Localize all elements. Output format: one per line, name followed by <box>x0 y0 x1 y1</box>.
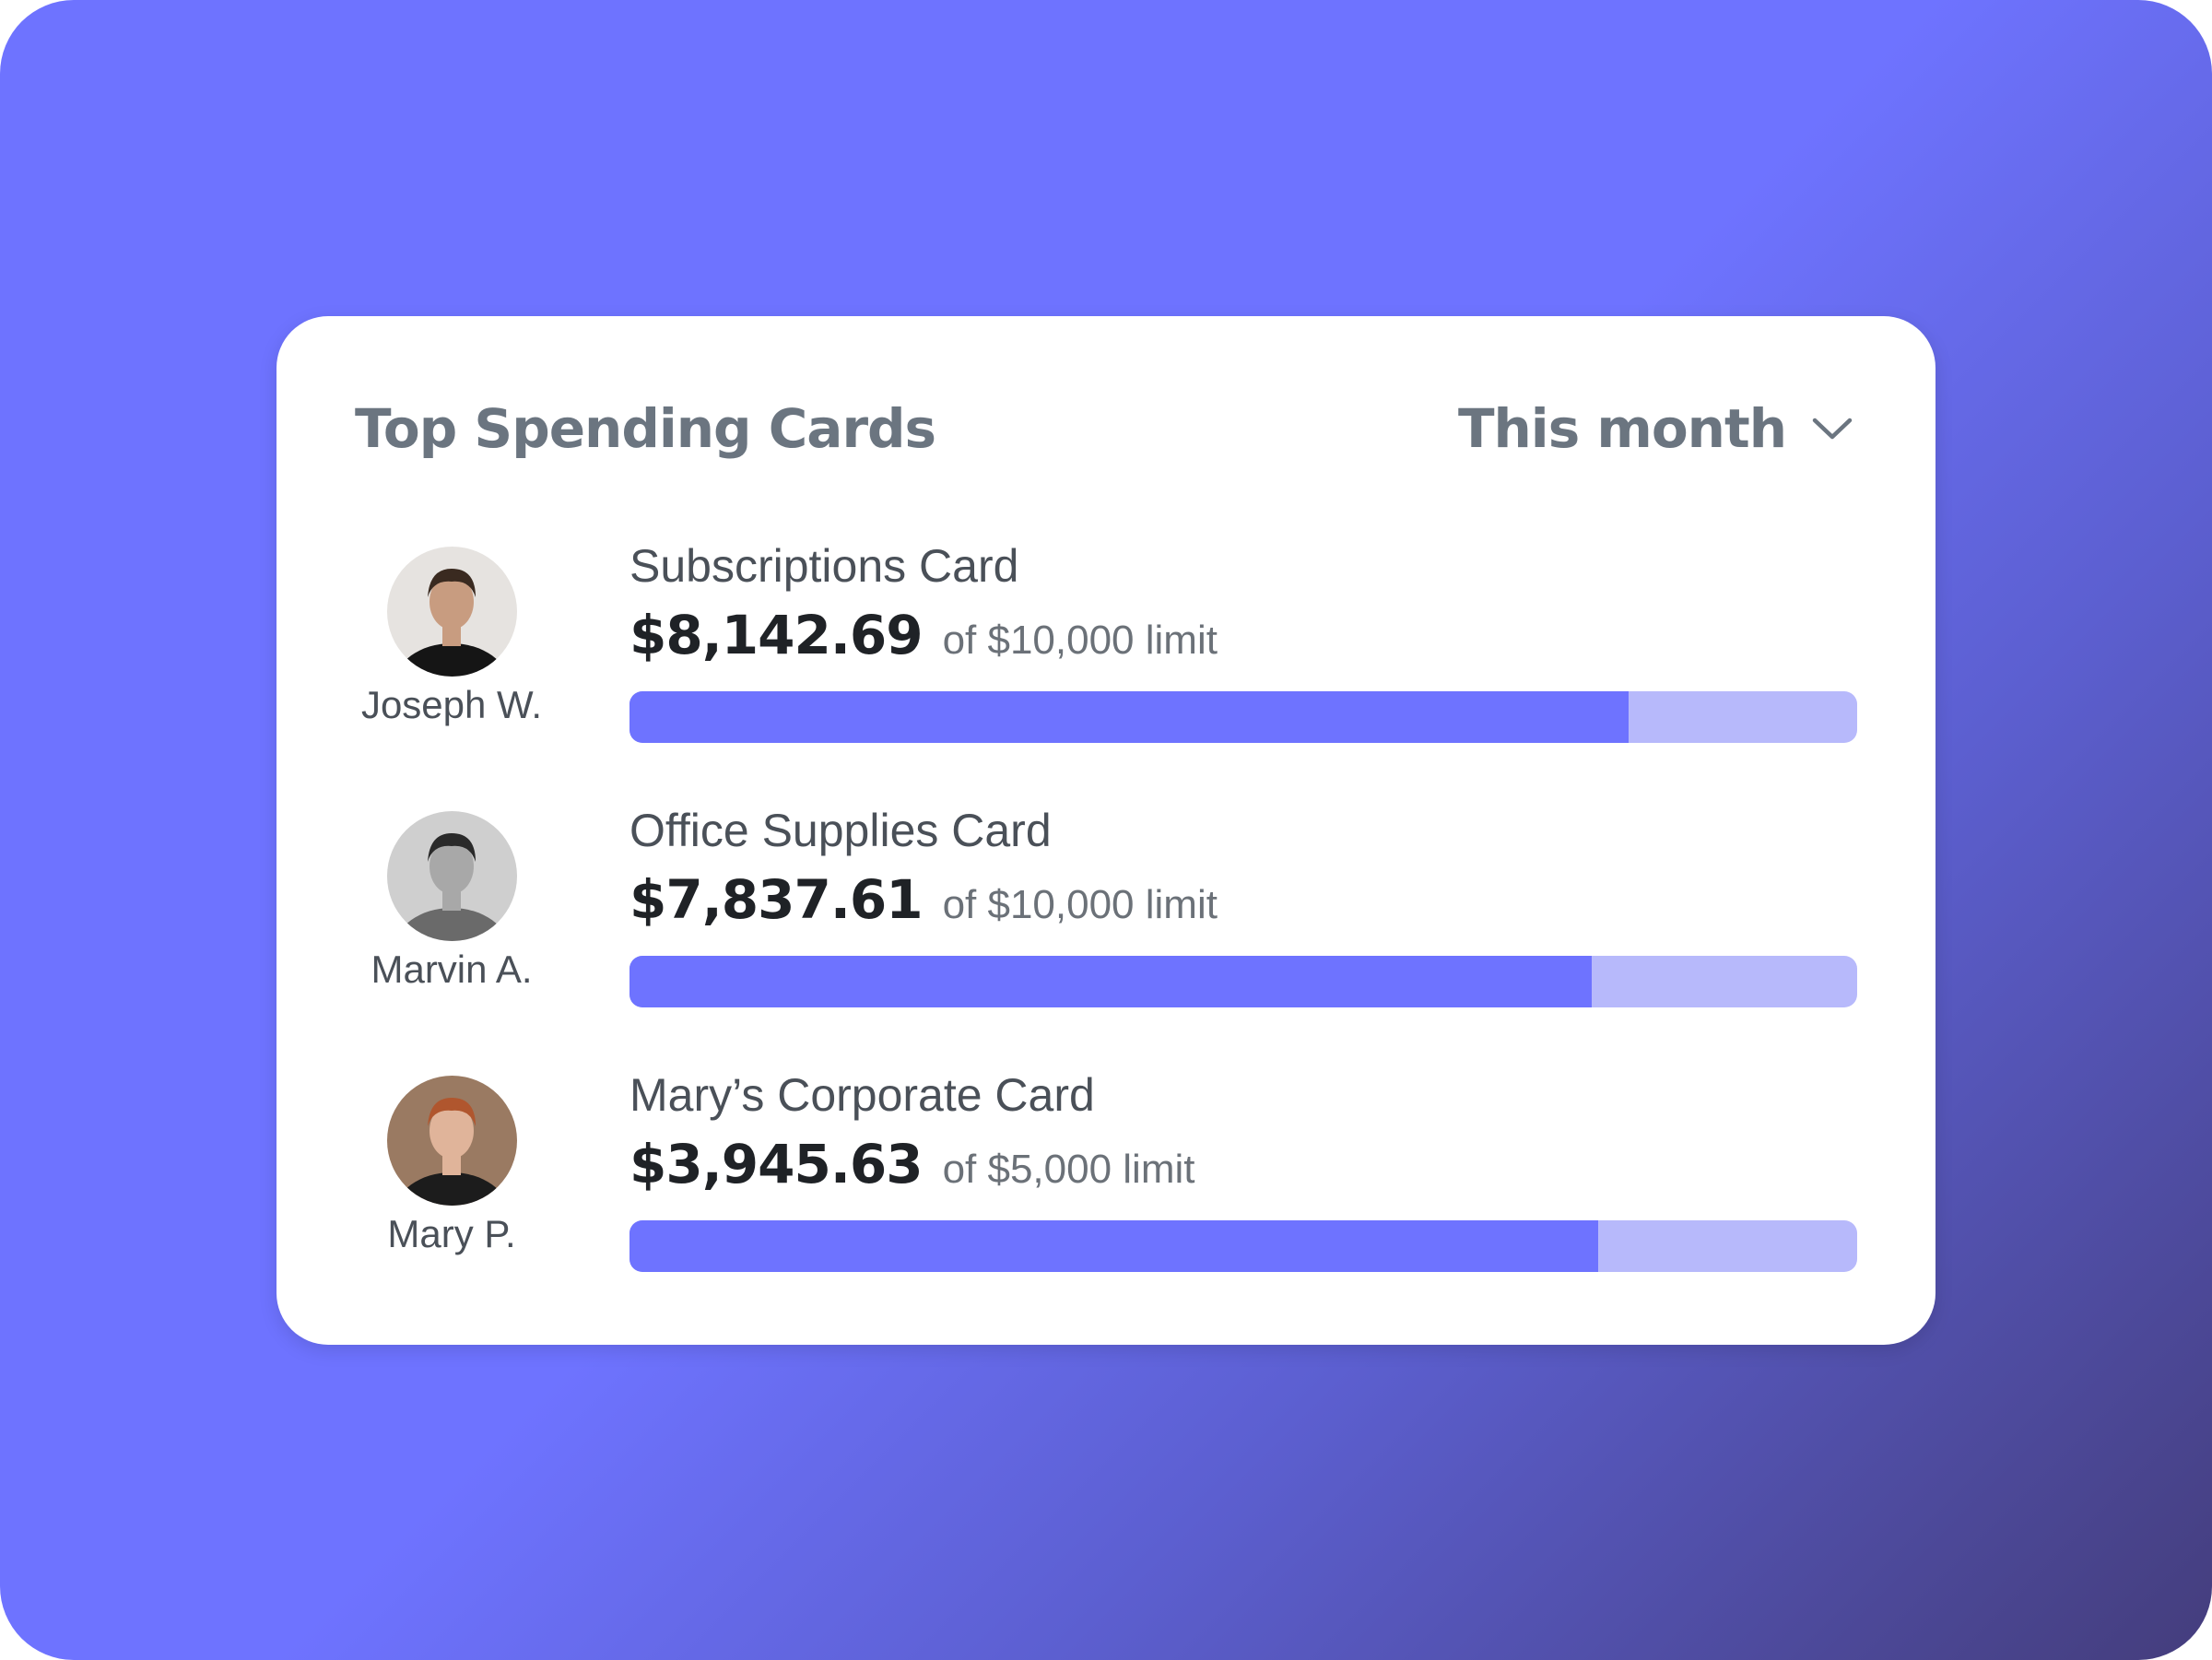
avatar <box>387 547 517 677</box>
card-limit: of $10,000 limit <box>942 618 1218 663</box>
period-label: This month <box>1457 397 1787 460</box>
spending-card-row[interactable]: Mary P. Mary’s Corporate Card $3,945.63 … <box>276 1069 1936 1297</box>
widget-title: Top Spending Cards <box>355 397 936 460</box>
spending-progress-fill <box>629 956 1593 1007</box>
spent-amount: $8,142.69 <box>629 604 924 666</box>
period-dropdown[interactable]: This month <box>1458 397 1853 460</box>
card-name[interactable]: Mary’s Corporate Card <box>629 1069 1095 1121</box>
spending-card-row[interactable]: Joseph W. Subscriptions Card $8,142.69 o… <box>276 540 1936 768</box>
spent-amount: $3,945.63 <box>629 1133 924 1195</box>
cardholder-name: Marvin A. <box>371 948 533 991</box>
spending-progress-bar <box>629 1220 1857 1272</box>
card-name[interactable]: Subscriptions Card <box>629 540 1019 592</box>
spending-progress-fill <box>629 691 1630 743</box>
card-limit: of $10,000 limit <box>942 882 1218 927</box>
avatar <box>387 811 517 941</box>
spending-progress-bar <box>629 691 1857 743</box>
spending-card-row[interactable]: Marvin A. Office Supplies Card $7,837.61… <box>276 805 1936 1032</box>
top-spending-cards-widget: Top Spending Cards This month Joseph W. … <box>276 316 1936 1345</box>
cardholder-name: Mary P. <box>387 1212 516 1255</box>
chevron-down-icon <box>1812 418 1853 440</box>
cardholder-name: Joseph W. <box>360 683 543 726</box>
spending-progress-fill <box>629 1220 1598 1272</box>
avatar <box>387 1076 517 1206</box>
spent-amount: $7,837.61 <box>629 868 924 931</box>
card-name[interactable]: Office Supplies Card <box>629 805 1052 856</box>
card-limit: of $5,000 limit <box>942 1147 1195 1192</box>
spending-progress-bar <box>629 956 1857 1007</box>
